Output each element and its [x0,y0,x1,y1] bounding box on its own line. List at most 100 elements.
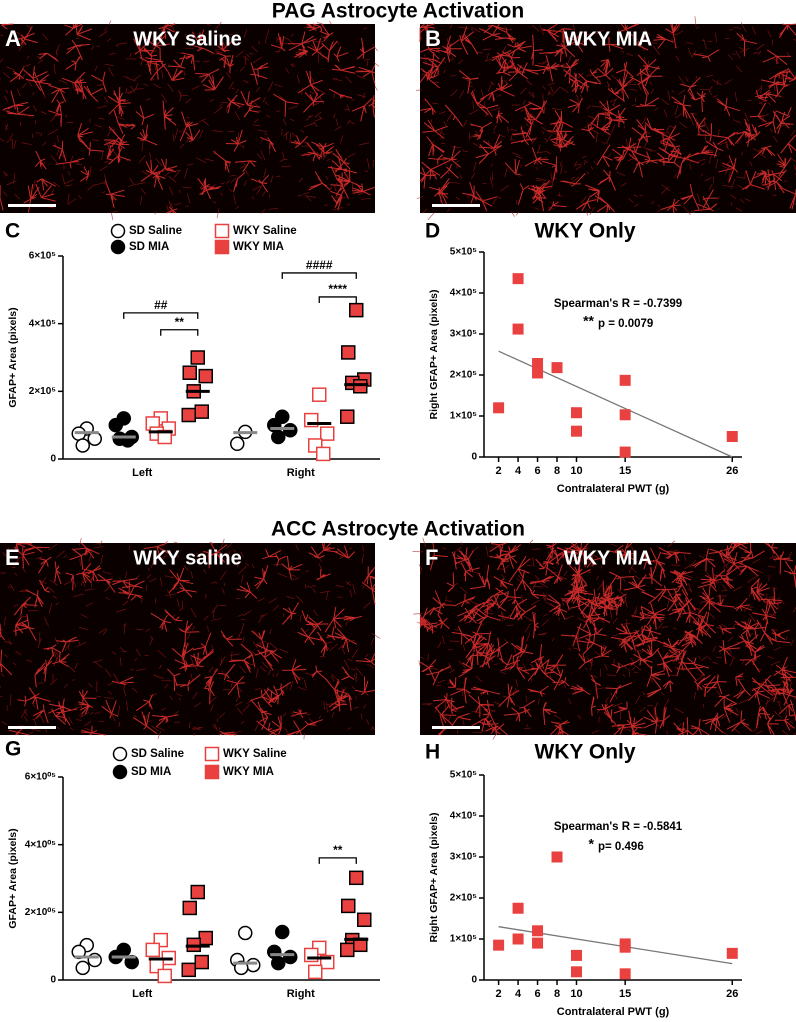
significance-label: ** [333,843,343,857]
x-tick-label: 8 [554,465,560,477]
point [551,362,563,374]
y-tick-label: 0 [50,975,56,986]
marker [204,746,220,762]
legend-label: WKY Saline [223,748,287,760]
chart-title: WKY Only [534,220,635,243]
point [512,902,524,914]
panel-letter: H [425,741,440,764]
legend-label: WKY MIA [223,766,274,778]
marker [316,446,331,462]
marker [320,426,335,441]
y-tick-label: 1×10⁵ [450,934,478,945]
x-tick-label: Left [132,988,153,1000]
y-tick-label: 0 [471,975,477,986]
y-tick-label: 4×10⁵ [29,318,57,329]
point [570,949,582,961]
panel-letter: C [5,220,20,243]
y-axis-label: GFAP+ Area (pixels) [7,307,19,407]
marker [182,900,197,916]
panel-letter: D [425,220,440,243]
marker [214,223,230,239]
marker [87,952,102,968]
astrocyte-texture [0,542,376,736]
image-label: WKY MIA [564,28,653,50]
y-tick-label: 0 [471,452,477,463]
stat-p: p = 0.0079 [598,318,653,330]
stat-stars: * [589,836,595,852]
marker [108,417,123,433]
x-tick-label: 6 [534,988,540,1000]
marker [214,239,230,255]
marker [308,964,323,980]
panel-letter: F [425,545,438,570]
micrograph [0,20,380,220]
significance-label: ## [154,298,168,312]
significance-label: **** [328,282,347,296]
x-tick-label: 15 [619,988,631,1000]
marker [283,422,298,438]
process-texture [0,538,381,740]
point [532,367,544,379]
x-tick-label: 6 [534,465,540,477]
y-tick-label: 1×10⁵ [450,411,478,422]
astrocyte-texture [419,542,796,736]
image-label: WKY MIA [564,547,653,569]
marker [181,407,196,423]
point [619,968,631,980]
y-tick-label: 3×10⁵ [450,852,478,863]
marker [230,436,245,452]
marker [304,947,319,963]
x-tick-label: 26 [726,988,738,1000]
point [512,323,524,335]
point [512,273,524,285]
significance-bracket [318,296,357,303]
x-tick-label: 4 [515,988,522,1000]
section-title: PAG Astrocyte Activation [272,0,524,23]
point [570,425,582,437]
marker [190,884,205,900]
marker [157,968,172,984]
y-tick-label: 5×10⁵ [450,247,478,258]
legend-label: WKY MIA [233,241,284,253]
point [532,358,544,370]
micrograph [0,538,381,740]
point [726,947,738,959]
process-texture [412,537,796,740]
y-tick-label: 0 [50,454,56,465]
scale-bar [8,726,56,729]
significance-bracket [281,272,357,279]
y-tick-label: 6×10⁰⁵ [25,772,57,783]
legend-label: SD Saline [129,225,182,237]
x-tick-label: 10 [570,465,582,477]
image-label: WKY saline [133,547,242,569]
y-tick-label: 5×10⁵ [450,770,478,781]
legend-label: SD MIA [131,766,171,778]
significance-bracket [160,329,199,336]
x-tick-label: 26 [726,465,738,477]
x-axis-label: Contralateral PWT (g) [557,483,670,495]
scale-bar [432,726,480,729]
marker [198,368,213,384]
legend-label: SD Saline [131,748,184,760]
panel-letter: B [425,26,441,51]
marker [110,239,126,255]
marker [283,949,298,965]
y-tick-label: 4×10⁵ [450,811,478,822]
micrograph [415,16,796,221]
y-tick-label: 2×10⁵ [450,893,478,904]
marker [349,870,364,886]
marker [198,930,213,946]
point [551,851,563,863]
y-tick-label: 4×10⁰⁵ [25,839,57,850]
section-title: ACC Astrocyte Activation [271,518,525,541]
x-tick-label: 15 [619,465,631,477]
x-tick-label: 10 [570,988,582,1000]
marker [275,924,290,940]
y-tick-label: 4×10⁵ [450,288,478,299]
point [532,937,544,949]
point [619,409,631,421]
significance-label: ** [175,315,185,329]
stat-text: Spearman's R = -0.7399 [554,298,682,310]
marker [349,302,364,318]
x-tick-label: 8 [554,988,560,1000]
